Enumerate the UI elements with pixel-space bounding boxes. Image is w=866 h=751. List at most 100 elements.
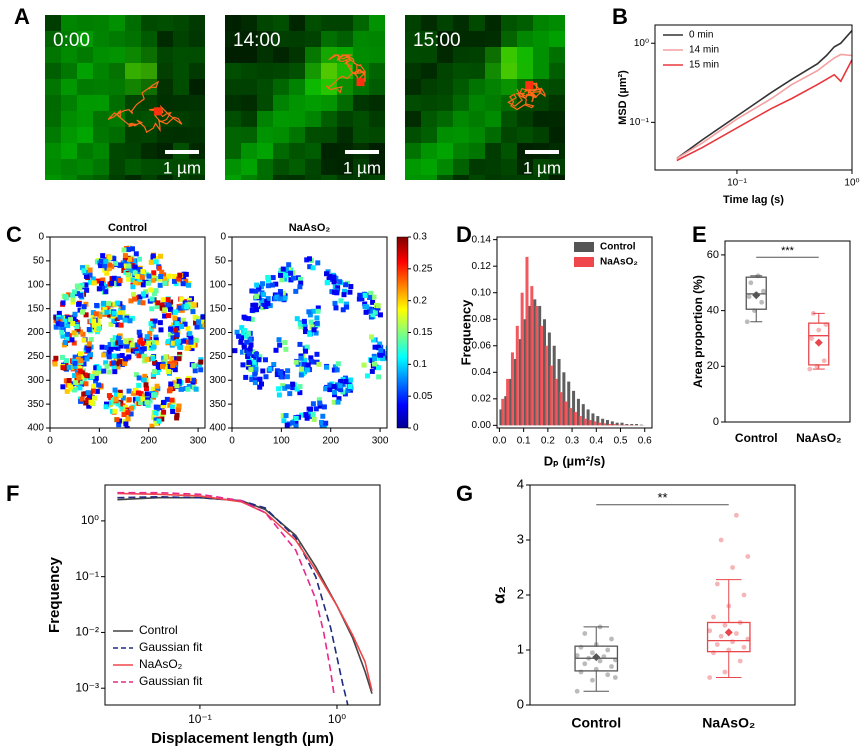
map-cell [293, 421, 299, 427]
plot-frame [231, 236, 388, 429]
pixel [241, 111, 257, 127]
pixel [77, 15, 93, 31]
map-cell [152, 359, 158, 365]
map-cell [162, 364, 168, 370]
y-axis-label: MSD (µm²) [617, 70, 629, 125]
legend-label: NaAsO₂ [139, 657, 183, 671]
data-point [593, 666, 599, 672]
y-axis-label: α₂ [489, 586, 508, 604]
map-cell [122, 253, 128, 259]
data-point [741, 592, 747, 598]
map-cell [206, 318, 211, 323]
map-cell [169, 404, 175, 410]
map-cell [282, 276, 288, 282]
pixel [273, 111, 289, 127]
map-cell [249, 288, 255, 294]
pixel [421, 143, 437, 159]
map-cell [194, 324, 200, 330]
map-cell [109, 337, 115, 343]
map-cell [311, 327, 317, 333]
pixel [109, 127, 125, 143]
pixel [157, 63, 173, 79]
mean-marker [592, 653, 601, 662]
map-cell [88, 318, 94, 324]
pixel [321, 159, 337, 175]
pixel [337, 95, 353, 111]
pixel [485, 95, 501, 111]
series-line [676, 53, 852, 160]
pixel [125, 47, 141, 63]
map-cell [327, 387, 333, 393]
map-cell [182, 321, 188, 327]
histogram-bar [612, 424, 616, 426]
pixel [77, 175, 93, 180]
pixel [189, 159, 205, 175]
pixel [273, 127, 289, 143]
pixel [241, 175, 257, 180]
plot-area [499, 256, 645, 426]
data-point [741, 644, 747, 650]
pixel [369, 95, 385, 111]
pixel [45, 159, 61, 175]
pixel [289, 159, 305, 175]
map-cell [297, 384, 303, 390]
map-cell [140, 269, 146, 275]
y-tick-label: 150 [27, 303, 44, 314]
pixel [353, 95, 369, 111]
map-cell [337, 383, 343, 389]
map-cell [104, 345, 110, 351]
pixel [289, 31, 305, 47]
x-tick-label: 100 [91, 436, 108, 447]
pixel [125, 143, 141, 159]
map-cell [153, 420, 159, 426]
map-cell [385, 345, 387, 351]
panel-label: E [692, 222, 707, 247]
map-cell [303, 412, 309, 418]
x-tick-label: 0 [229, 436, 235, 447]
map-cell [315, 305, 321, 311]
map-cell [343, 301, 349, 307]
y-tick-label: 400 [27, 423, 44, 434]
pixel [321, 111, 337, 127]
map-cell [176, 276, 182, 282]
pixel [437, 95, 453, 111]
pixel [533, 95, 549, 111]
pixel [421, 175, 437, 180]
colorbar-tick-label: 0.1 [413, 359, 427, 370]
map-cell [111, 275, 117, 281]
map-cell [85, 390, 91, 396]
histogram-bar [572, 390, 576, 426]
map-cell [81, 361, 87, 367]
legend-label: 14 min [689, 45, 719, 56]
pixel [533, 111, 549, 127]
pixel [549, 159, 565, 175]
pixel [353, 175, 369, 180]
map-cell [59, 354, 65, 360]
y-tick-label: 250 [27, 351, 44, 362]
pixel [109, 95, 125, 111]
map-cell [249, 307, 255, 313]
pixel [469, 95, 485, 111]
pixel [273, 63, 289, 79]
pixel [289, 63, 305, 79]
map-cell [125, 416, 131, 422]
map-cell [64, 388, 70, 394]
pixel [241, 63, 257, 79]
pixel [61, 63, 77, 79]
map-cell [77, 329, 83, 335]
map-cell [110, 341, 116, 347]
map-cell [194, 316, 200, 322]
map-cell [281, 418, 287, 424]
map-cell [115, 401, 121, 407]
pixel [273, 79, 289, 95]
pixel [141, 47, 157, 63]
map-cell [116, 335, 122, 341]
map-cell [327, 273, 333, 279]
pixel [109, 175, 125, 180]
map-cell [191, 363, 197, 369]
data-point [730, 639, 735, 645]
map-cell [137, 294, 143, 300]
map-cell [234, 329, 240, 335]
map-cell [100, 285, 106, 291]
panel-label: C [6, 222, 22, 247]
